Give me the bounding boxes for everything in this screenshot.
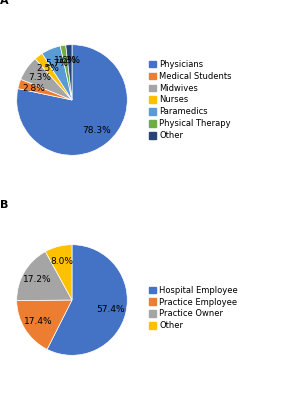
Wedge shape <box>17 45 127 155</box>
Text: 1.8%: 1.8% <box>58 56 81 65</box>
Text: 78.3%: 78.3% <box>83 126 111 136</box>
Text: 7.3%: 7.3% <box>28 73 51 82</box>
Wedge shape <box>17 300 72 349</box>
Wedge shape <box>60 45 72 100</box>
Text: 8.0%: 8.0% <box>51 257 74 266</box>
Text: 17.4%: 17.4% <box>24 316 52 326</box>
Wedge shape <box>21 59 72 100</box>
Wedge shape <box>18 79 72 100</box>
Text: B: B <box>0 200 8 210</box>
Wedge shape <box>46 245 72 300</box>
Text: A: A <box>0 0 9 6</box>
Text: 17.2%: 17.2% <box>23 276 52 284</box>
Wedge shape <box>17 252 72 301</box>
Legend: Hospital Employee, Practice Employee, Practice Owner, Other: Hospital Employee, Practice Employee, Pr… <box>148 285 238 331</box>
Text: 2.5%: 2.5% <box>37 64 59 73</box>
Text: 1.6%: 1.6% <box>54 56 77 65</box>
Text: 2.8%: 2.8% <box>22 84 45 93</box>
Legend: Physicians, Medical Students, Midwives, Nurses, Paramedics, Physical Therapy, Ot: Physicians, Medical Students, Midwives, … <box>148 59 232 141</box>
Text: 57.4%: 57.4% <box>96 305 125 314</box>
Wedge shape <box>47 245 127 355</box>
Wedge shape <box>66 45 72 100</box>
Text: 5.7%: 5.7% <box>45 59 68 68</box>
Wedge shape <box>42 46 72 100</box>
Wedge shape <box>35 54 72 100</box>
